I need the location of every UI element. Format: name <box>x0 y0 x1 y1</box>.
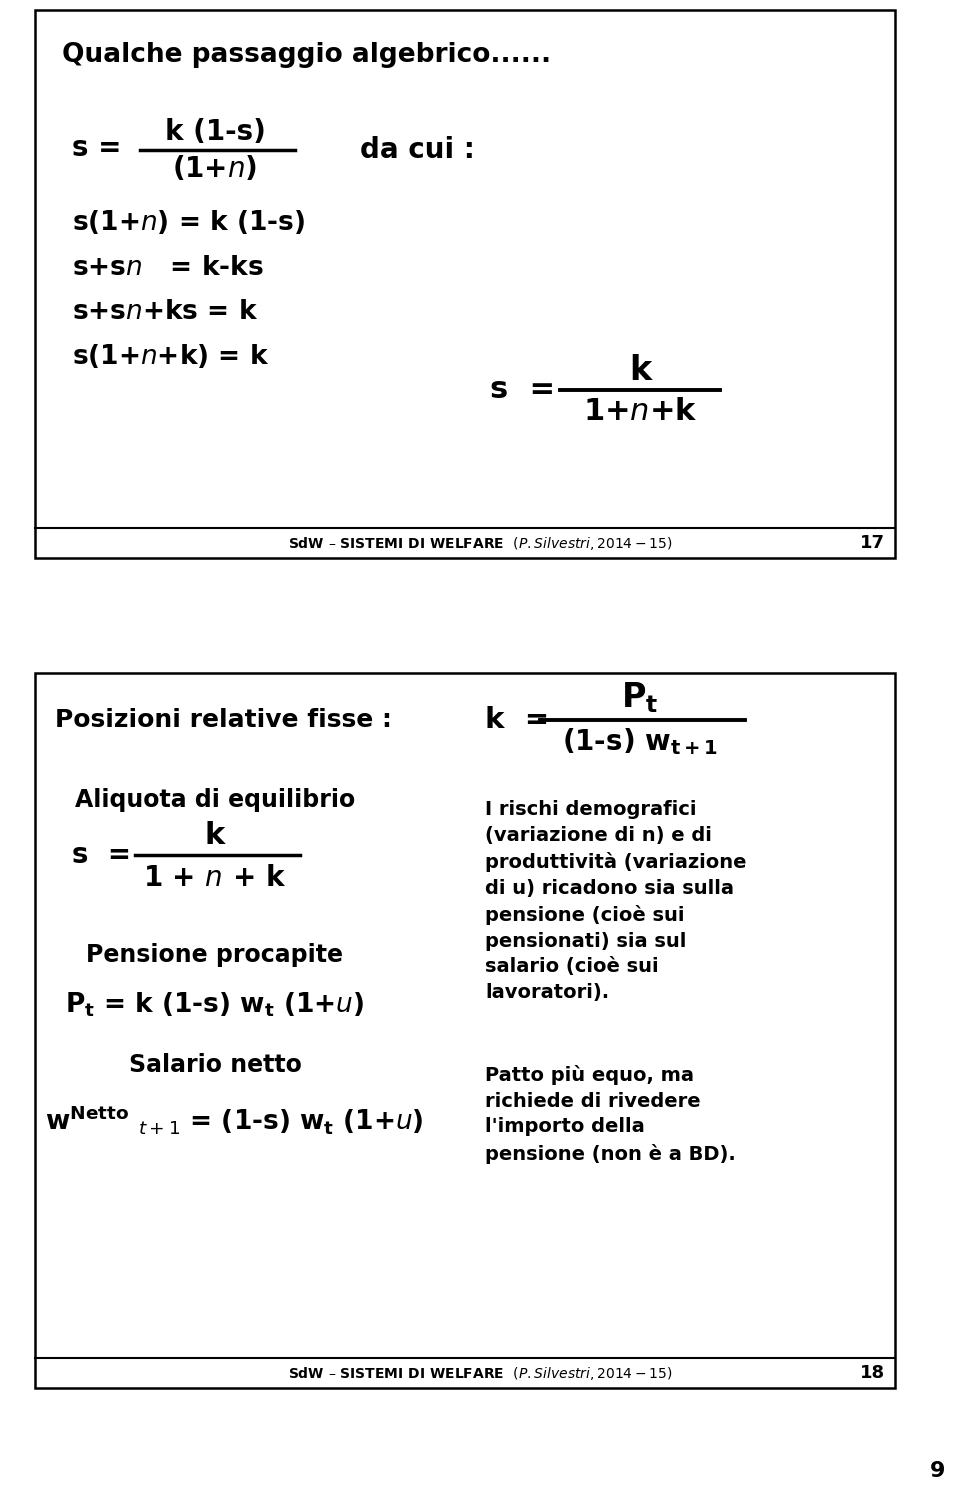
Text: s =: s = <box>72 134 122 162</box>
Text: Posizioni relative fisse :: Posizioni relative fisse : <box>55 708 392 732</box>
Text: s+s$\it{n}$+ks = k: s+s$\it{n}$+ks = k <box>72 299 258 326</box>
Bar <box>35 11 895 558</box>
Text: 9: 9 <box>929 1460 945 1481</box>
Text: I rischi demografici
(variazione di n) e di
produttività (variazione
di u) ricad: I rischi demografici (variazione di n) e… <box>485 800 747 1003</box>
Text: Pensione procapite: Pensione procapite <box>86 943 344 967</box>
Text: k: k <box>629 354 651 386</box>
Text: SdW – SISTEMI DI WELFARE  $\it{(P. Silvestri, 2014-15)}$: SdW – SISTEMI DI WELFARE $\it{(P. Silves… <box>288 1364 672 1381</box>
Text: s(1+$\it{n}$+k) = k: s(1+$\it{n}$+k) = k <box>72 342 269 371</box>
Text: Salario netto: Salario netto <box>129 1054 301 1078</box>
Text: 1+$\it{n}$+k: 1+$\it{n}$+k <box>583 398 697 426</box>
Text: (1-s) w$_{\mathbf{t+1}}$: (1-s) w$_{\mathbf{t+1}}$ <box>563 726 718 758</box>
Text: 17: 17 <box>860 534 885 552</box>
Bar <box>35 672 895 1388</box>
Text: da cui :: da cui : <box>360 137 475 164</box>
Text: s  =: s = <box>72 841 132 869</box>
Text: Qualche passaggio algebrico......: Qualche passaggio algebrico...... <box>62 42 551 68</box>
Text: SdW – SISTEMI DI WELFARE  $\it{(P. Silvestri, 2014-15)}$: SdW – SISTEMI DI WELFARE $\it{(P. Silves… <box>288 534 672 551</box>
Text: w$^{\mathbf{Netto}}$ $_{t+1}$ = (1-s) w$_\mathbf{t}$ (1+$\it{u}$): w$^{\mathbf{Netto}}$ $_{t+1}$ = (1-s) w$… <box>45 1103 423 1136</box>
Text: k: k <box>204 821 226 850</box>
Text: 1 + $\it{n}$ + k: 1 + $\it{n}$ + k <box>143 865 286 892</box>
Text: Aliquota di equilibrio: Aliquota di equilibrio <box>75 788 355 812</box>
Text: 18: 18 <box>860 1364 885 1382</box>
Text: k (1-s): k (1-s) <box>164 119 265 146</box>
Text: s(1+$\it{n}$) = k (1-s): s(1+$\it{n}$) = k (1-s) <box>72 209 305 236</box>
Text: Patto più equo, ma
richiede di rivedere
l'importo della
pensione (non è a BD).: Patto più equo, ma richiede di rivedere … <box>485 1066 735 1163</box>
Text: P$_\mathbf{t}$ = k (1-s) w$_\mathbf{t}$ (1+$\it{u}$): P$_\mathbf{t}$ = k (1-s) w$_\mathbf{t}$ … <box>65 991 364 1019</box>
Text: k  =: k = <box>485 705 549 734</box>
Text: s  =: s = <box>490 375 555 404</box>
Text: (1+$\it{n}$): (1+$\it{n}$) <box>173 153 257 183</box>
Text: P$_\mathbf{t}$: P$_\mathbf{t}$ <box>621 680 659 716</box>
Text: s+s$\it{n}$   = k-ks: s+s$\it{n}$ = k-ks <box>72 255 264 281</box>
